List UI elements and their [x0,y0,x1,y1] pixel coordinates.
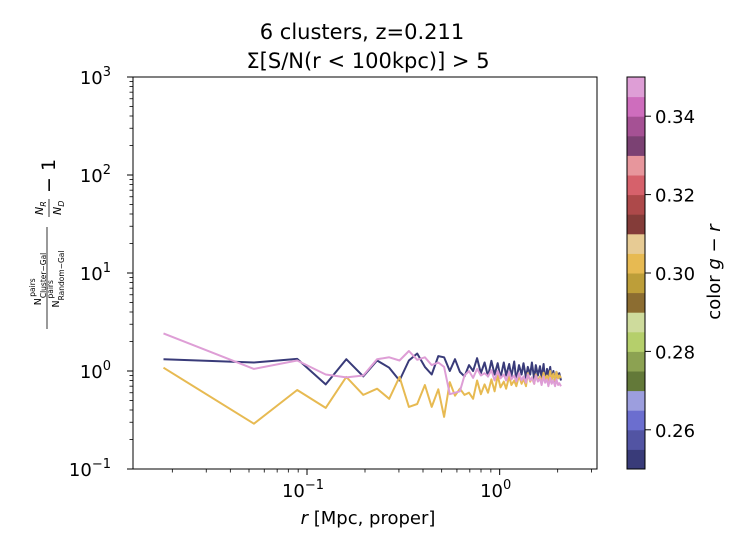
colorbar-tick-label: 0.30 [655,264,695,285]
y-axis-label-cluster-pairs: NCluster−Galpairs [28,253,48,306]
colorbar-segment [627,351,645,372]
colorbar-tick-label: 0.32 [655,186,695,207]
colorbar-segment [627,253,645,274]
x-axis-label-unit: [Mpc, proper] [308,508,435,529]
series-line-3 [163,332,562,396]
y-axis-label-random-pairs: NRandom−Galpairs [46,251,66,308]
y-tick-label: 101 [80,261,111,285]
colorbar-segment [627,233,645,254]
chart-subtitle: Σ[S/N(r < 100kpc)] > 5 [246,49,489,73]
plot-frame [132,76,598,470]
colorbar-segment [627,194,645,215]
colorbar: 0.26 0.28 0.30 0.32 0.34 [626,76,695,470]
x-axis-label-variable: r [301,508,310,529]
colorbar-segment [627,155,645,176]
y-axis-label: NCluster−Galpairs NRandom−Galpairs NR ND… [28,159,66,329]
colorbar-segment [627,410,645,431]
series-line-1 [163,352,562,386]
colorbar-segment [627,214,645,235]
colorbar-label-math: g − r [704,223,725,270]
y-tick-label: 100 [80,359,111,383]
y-tick-label: 10−1 [69,457,111,481]
colorbar-segment [627,429,645,450]
plot-area: 10−1 100 10−1 100 101 102 103 [69,65,598,502]
y-axis-label-nd: ND [51,201,66,215]
colorbar-segment [627,371,645,392]
colorbar-tick-label: 0.28 [655,342,695,363]
x-axis-label: r [Mpc, proper] [301,508,436,529]
chart-title: 6 clusters, z=0.211 [260,20,464,44]
colorbar-segment [627,390,645,411]
colorbar-tick-label: 0.26 [655,421,695,442]
colorbar-segment [627,77,645,98]
colorbar-segment [627,449,645,470]
colorbar-segment [627,96,645,117]
colorbar-segment [627,331,645,352]
y-axis-label-nr: NR [33,201,48,215]
colorbar-segment [627,135,645,156]
colorbar-label-prefix: color [704,270,725,320]
colorbar-segment [627,116,645,137]
series-line-2 [162,366,562,425]
y-tick-label: 103 [80,65,111,89]
y-tick-label: 102 [80,163,111,187]
colorbar-segment [627,175,645,196]
colorbar-segment [627,273,645,294]
colorbar-label: color g − r [704,223,725,320]
colorbar-segment [627,292,645,313]
colorbar-segment [627,312,645,333]
y-axis-label-minus-one: − 1 [38,159,60,193]
x-tick-label: 10−1 [282,478,324,502]
colorbar-tick-label: 0.34 [655,107,695,128]
x-tick-label: 100 [480,478,511,502]
